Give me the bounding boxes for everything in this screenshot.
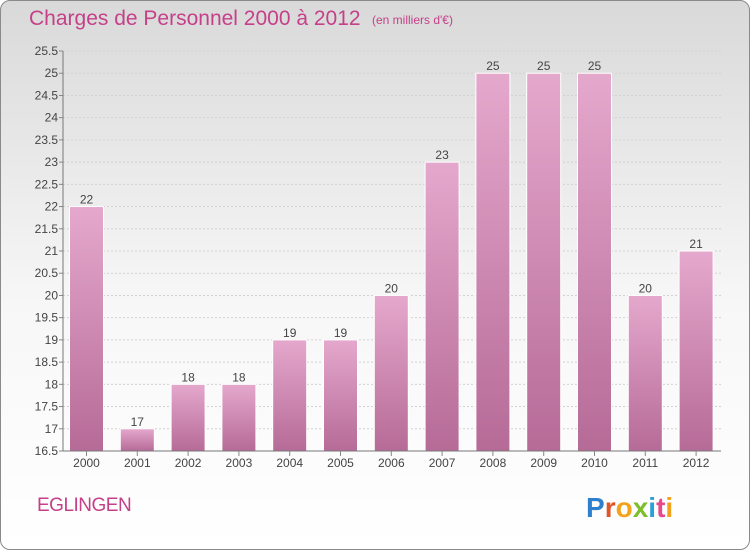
bar — [424, 161, 460, 452]
y-tick-label: 23 — [45, 155, 59, 169]
x-tick-label: 2001 — [124, 456, 151, 470]
bar — [373, 294, 409, 452]
y-tick-label: 21.5 — [35, 222, 59, 236]
bar — [272, 339, 308, 452]
y-tick-label: 21 — [45, 244, 59, 258]
y-tick-label: 22.5 — [35, 177, 59, 191]
x-tick-label: 2011 — [632, 456, 658, 470]
bar — [221, 383, 257, 452]
data-label: 23 — [435, 148, 449, 162]
bar — [69, 206, 104, 452]
svg-text:Proxiti: Proxiti — [586, 492, 673, 523]
x-tick-label: 2010 — [581, 456, 608, 470]
y-tick-label: 18.5 — [35, 355, 59, 369]
data-label: 19 — [283, 326, 297, 340]
data-label: 17 — [131, 415, 145, 429]
bar — [577, 72, 612, 452]
commune-name: EGLINGEN — [37, 495, 132, 516]
x-tick-label: 2000 — [73, 456, 100, 470]
y-tick-label: 16.5 — [35, 444, 59, 458]
x-tick-label: 2003 — [226, 456, 253, 470]
bar — [323, 339, 358, 452]
data-label: 20 — [639, 281, 653, 295]
chart-title: Charges de Personnel 2000 à 2012 — [29, 7, 361, 30]
x-tick-label: 2008 — [480, 456, 507, 470]
data-label: 19 — [334, 326, 348, 340]
y-tick-label: 25.5 — [35, 44, 59, 58]
bar — [678, 250, 714, 452]
x-tick-label: 2007 — [429, 456, 456, 470]
x-tick-label: 2002 — [175, 456, 202, 470]
data-label: 25 — [486, 59, 500, 73]
x-tick-label: 2009 — [530, 456, 557, 470]
bar — [475, 72, 511, 452]
y-tick-label: 23.5 — [35, 133, 59, 147]
x-tick-label: 2006 — [378, 456, 405, 470]
y-tick-label: 20 — [45, 288, 59, 302]
y-tick-label: 17.5 — [35, 400, 59, 414]
y-tick-label: 19.5 — [35, 311, 59, 325]
data-label: 25 — [537, 59, 551, 73]
y-tick-label: 18 — [45, 377, 59, 391]
bar — [526, 72, 562, 452]
data-label: 25 — [588, 59, 602, 73]
y-tick-label: 24.5 — [35, 88, 59, 102]
bar — [627, 294, 663, 452]
bar — [119, 428, 155, 452]
y-tick-label: 24 — [45, 111, 59, 125]
x-tick-label: 2012 — [683, 456, 710, 470]
data-label: 18 — [181, 370, 195, 384]
proxiti-logo: Proxiti — [586, 492, 673, 523]
y-tick-label: 17 — [45, 422, 59, 436]
data-label: 18 — [232, 370, 246, 384]
data-label: 20 — [385, 281, 399, 295]
data-label: 22 — [80, 193, 94, 207]
y-tick-label: 25 — [45, 66, 59, 80]
bar — [170, 383, 206, 452]
x-tick-label: 2005 — [327, 456, 354, 470]
y-tick-label: 19 — [45, 333, 59, 347]
y-tick-label: 22 — [45, 200, 59, 214]
chart-subtitle: (en milliers d'€) — [372, 13, 453, 27]
data-label: 21 — [689, 237, 703, 251]
y-tick-label: 20.5 — [35, 266, 59, 280]
x-tick-label: 2004 — [276, 456, 303, 470]
